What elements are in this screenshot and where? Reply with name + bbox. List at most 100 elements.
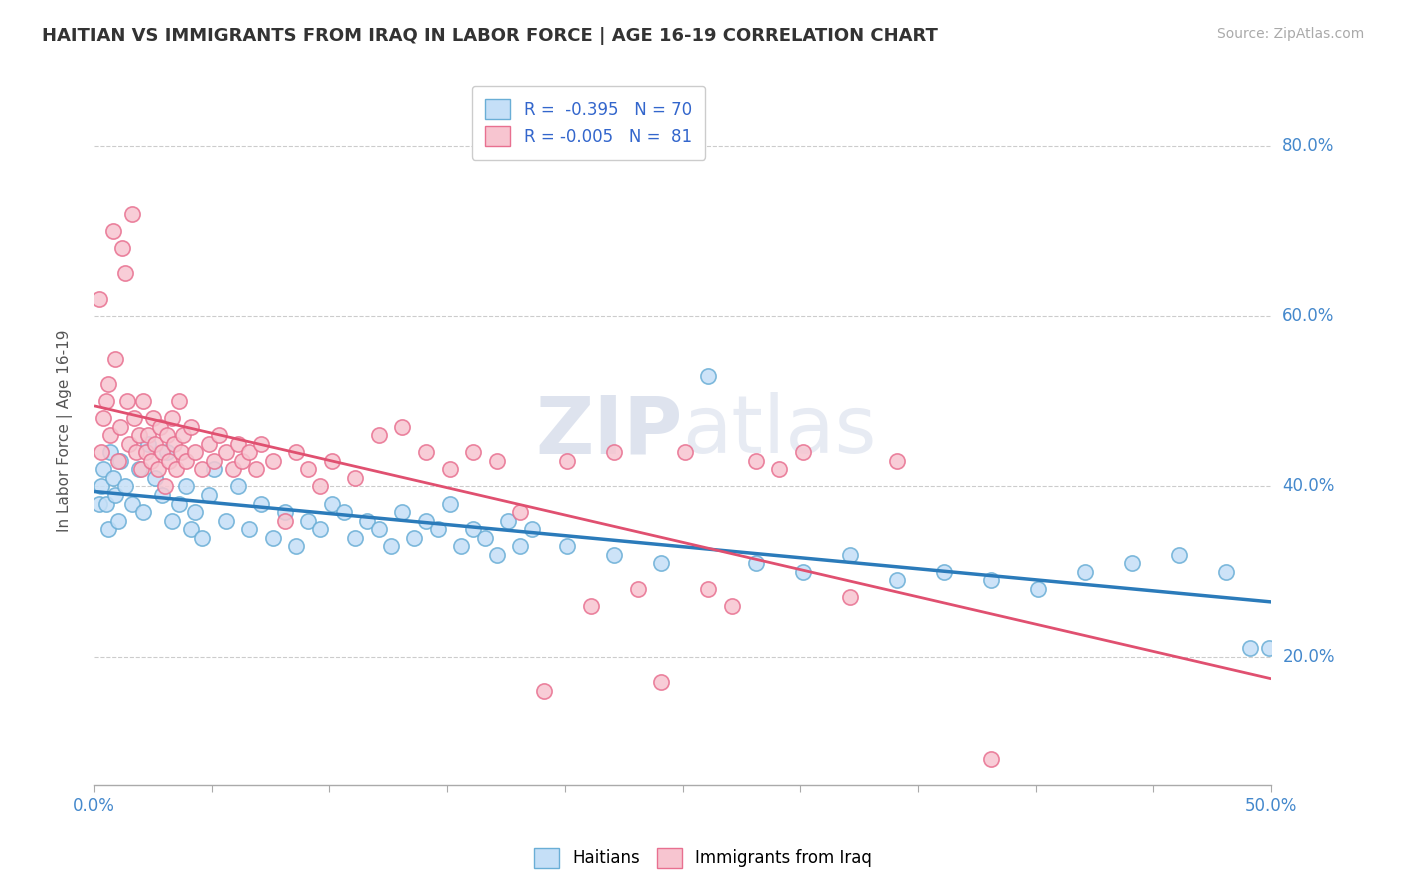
Point [172, 428, 194, 442]
Point [415, 514, 437, 528]
Point [160, 411, 183, 425]
Point [146, 462, 169, 476]
Point [114, 267, 136, 281]
Point [509, 539, 531, 553]
Point [111, 241, 134, 255]
Point [170, 445, 193, 459]
Point [142, 411, 165, 425]
Point [198, 437, 221, 451]
Point [184, 445, 207, 459]
Point [167, 394, 190, 409]
Point [100, 428, 122, 442]
Point [321, 454, 343, 468]
Point [143, 437, 166, 451]
Point [114, 479, 136, 493]
Point [1215, 565, 1237, 579]
Point [650, 556, 672, 570]
Point [157, 454, 180, 468]
Point [198, 488, 221, 502]
Point [122, 411, 145, 425]
Point [108, 420, 131, 434]
Point [520, 522, 543, 536]
Point [150, 488, 173, 502]
Point [107, 514, 129, 528]
Legend: R =  -0.395   N = 70, R = -0.005   N =  81: R = -0.395 N = 70, R = -0.005 N = 81 [472, 86, 704, 160]
Text: ZIP: ZIP [536, 392, 682, 470]
Text: HAITIAN VS IMMIGRANTS FROM IRAQ IN LABOR FORCE | AGE 16-19 CORRELATION CHART: HAITIAN VS IMMIGRANTS FROM IRAQ IN LABOR… [42, 27, 938, 45]
Point [226, 437, 249, 451]
Point [215, 445, 238, 459]
Point [1257, 641, 1279, 656]
Point [792, 445, 814, 459]
Point [533, 684, 555, 698]
Point [125, 445, 148, 459]
Point [107, 454, 129, 468]
Point [191, 462, 214, 476]
Point [886, 573, 908, 587]
Point [297, 514, 319, 528]
Point [215, 514, 238, 528]
Point [245, 462, 267, 476]
Point [461, 445, 484, 459]
Point [344, 471, 367, 485]
Point [87, 496, 110, 510]
Point [391, 420, 413, 434]
Text: 80.0%: 80.0% [1282, 136, 1334, 154]
Text: 20.0%: 20.0% [1282, 648, 1334, 666]
Point [485, 454, 508, 468]
Point [90, 445, 112, 459]
Point [250, 437, 273, 451]
Point [128, 428, 150, 442]
Point [115, 394, 138, 409]
Point [160, 514, 183, 528]
Point [222, 462, 245, 476]
Point [202, 454, 225, 468]
Point [153, 479, 176, 493]
Point [673, 445, 696, 459]
Point [108, 454, 131, 468]
Point [838, 591, 860, 605]
Point [136, 437, 159, 451]
Point [356, 514, 378, 528]
Point [191, 531, 214, 545]
Point [297, 462, 319, 476]
Point [450, 539, 472, 553]
Text: 60.0%: 60.0% [1282, 307, 1334, 325]
Point [627, 582, 650, 596]
Point [231, 454, 253, 468]
Point [156, 445, 179, 459]
Point [744, 556, 766, 570]
Point [273, 505, 295, 519]
Y-axis label: In Labor Force | Age 16-19: In Labor Force | Age 16-19 [58, 330, 73, 533]
Point [1074, 565, 1097, 579]
Point [650, 675, 672, 690]
Point [555, 454, 578, 468]
Text: atlas: atlas [682, 392, 877, 470]
Point [143, 471, 166, 485]
Point [202, 462, 225, 476]
Point [838, 548, 860, 562]
Point [101, 471, 124, 485]
Point [603, 445, 626, 459]
Point [439, 462, 461, 476]
Point [697, 582, 720, 596]
Point [426, 522, 449, 536]
Point [555, 539, 578, 553]
Point [132, 505, 155, 519]
Point [980, 752, 1002, 766]
Point [208, 428, 231, 442]
Point [139, 454, 162, 468]
Point [697, 368, 720, 383]
Point [93, 462, 115, 476]
Point [792, 565, 814, 579]
Point [886, 454, 908, 468]
Point [94, 496, 117, 510]
Text: 40.0%: 40.0% [1282, 477, 1334, 495]
Point [104, 351, 127, 366]
Point [174, 454, 197, 468]
Point [285, 539, 308, 553]
Point [238, 445, 260, 459]
Point [273, 514, 295, 528]
Point [129, 462, 152, 476]
Point [309, 522, 332, 536]
